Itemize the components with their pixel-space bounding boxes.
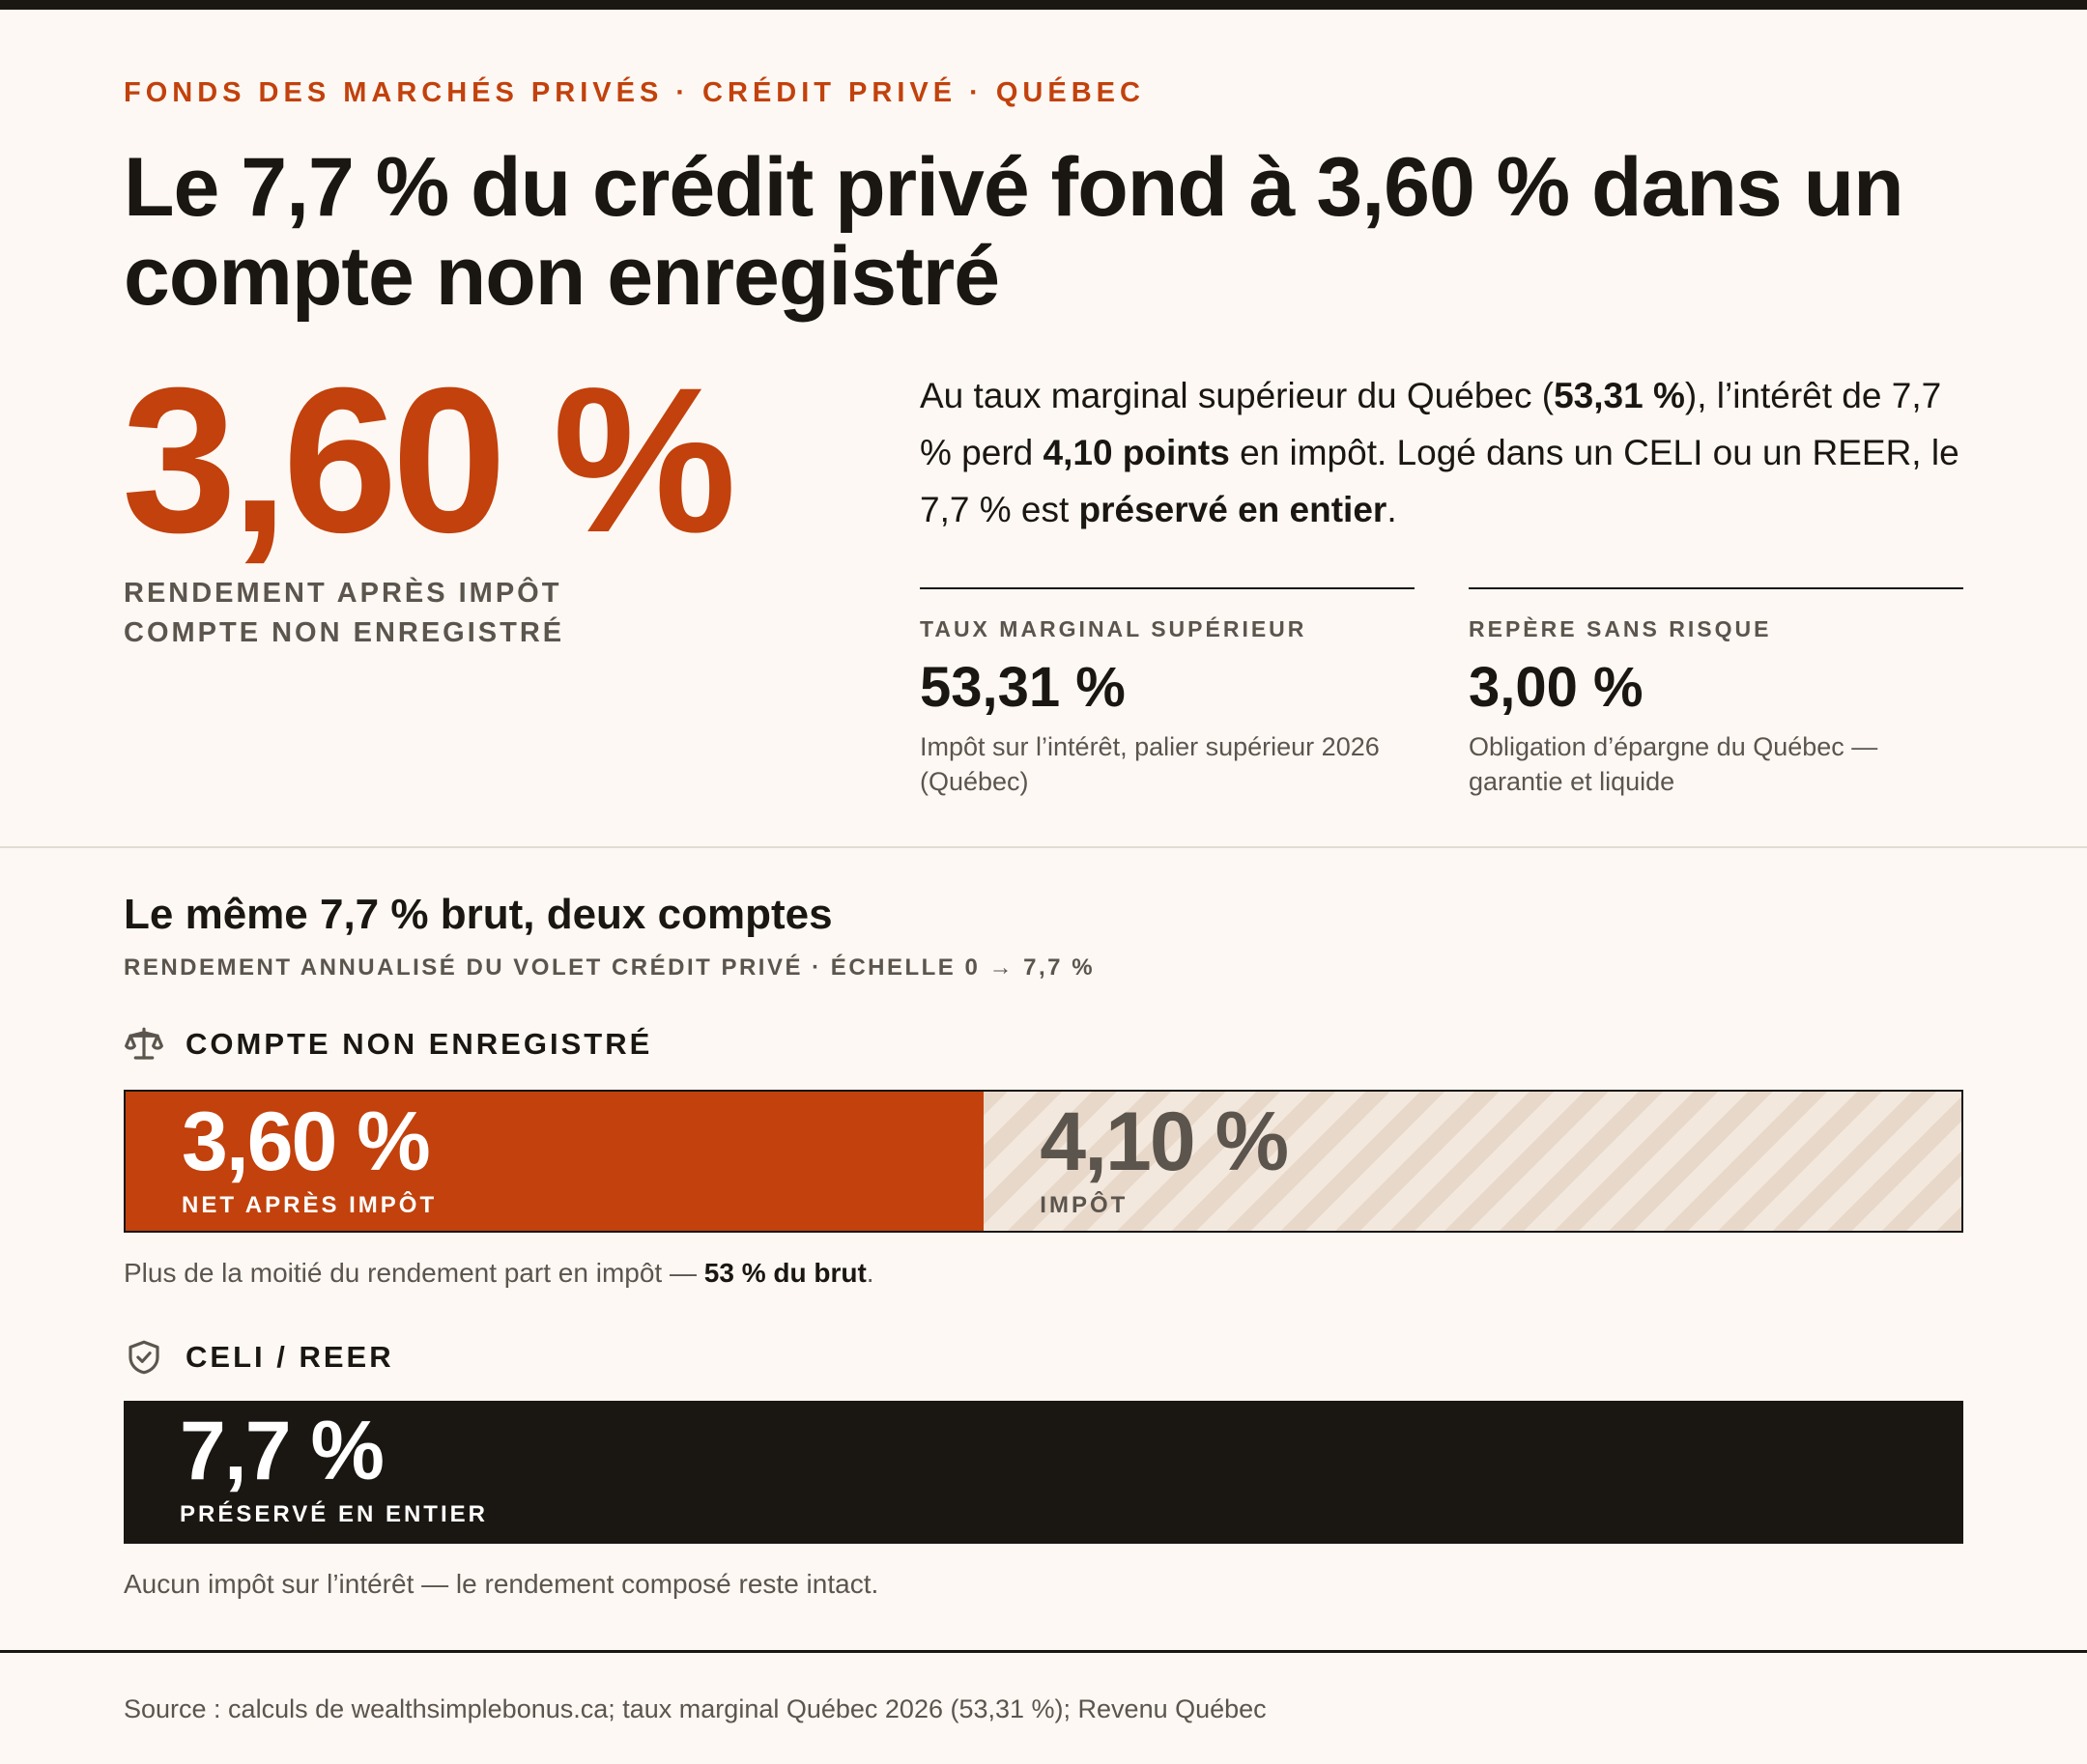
intro-text: Au taux marginal supérieur du Québec (: [920, 376, 1555, 415]
intro-bold-rate: 53,31 %: [1554, 376, 1685, 415]
intro-text: .: [1387, 490, 1397, 529]
top-rule: [0, 0, 2087, 10]
bar-segment-net: 3,60 % NET APRÈS IMPÔT: [126, 1092, 985, 1231]
stat-label: REPÈRE SANS RISQUE: [1469, 616, 1772, 641]
intro-text: ), l’intérêt de 7,7 % perd: [920, 376, 1942, 472]
note-registered: Aucun impôt sur l’intérêt — le rendement…: [124, 1569, 879, 1599]
intro-bold-preserved: préservé en entier: [1078, 490, 1387, 529]
eyebrow: FONDS DES MARCHÉS PRIVÉS · CRÉDIT PRIVÉ …: [124, 77, 1145, 108]
stat-risk-free: REPÈRE SANS RISQUE 3,00 % Obligation d’é…: [1469, 587, 1963, 799]
headline: Le 7,7 % du crédit privé fond à 3,60 % d…: [124, 141, 1904, 323]
bar-label-net-value: 3,60 %: [182, 1095, 431, 1188]
bar-segment-tax: 4,10 % IMPÔT: [984, 1092, 1961, 1231]
stat-desc: Impôt sur l’intérêt, palier supérieur 20…: [920, 732, 1380, 796]
stat-marginal-rate: TAUX MARGINAL SUPÉRIEUR 53,31 % Impôt su…: [920, 587, 1415, 799]
stat-desc: Obligation d’épargne du Québec — garanti…: [1469, 732, 1878, 796]
section-title: Le même 7,7 % brut, deux comptes: [124, 891, 833, 938]
note-bold: 53 % du brut: [703, 1258, 867, 1288]
bar-label-tax-value: 4,10 %: [1040, 1095, 1289, 1188]
note-non-registered: Plus de la moitié du rendement part en i…: [124, 1258, 874, 1289]
scale-icon: [125, 1027, 163, 1060]
account-label-registered: CELI / REER: [124, 1337, 394, 1378]
bar-segment-preserved: 7,7 % PRÉSERVÉ EN ENTIER: [124, 1401, 1963, 1544]
bar-label-preserved-value: 7,7 %: [180, 1405, 385, 1497]
intro-bold-points: 4,10 points: [1043, 433, 1230, 472]
source-note: Source : calculs de wealthsimplebonus.ca…: [124, 1694, 1267, 1723]
note-text: Plus de la moitié du rendement part en i…: [124, 1258, 704, 1288]
note-end: .: [866, 1258, 874, 1288]
hero-caption-line1: RENDEMENT APRÈS IMPÔT: [124, 578, 562, 609]
bar-registered: 7,7 % PRÉSERVÉ EN ENTIER: [124, 1401, 1963, 1544]
bar-label-preserved-caption: PRÉSERVÉ EN ENTIER: [180, 1501, 488, 1527]
section-subtitle: RENDEMENT ANNUALISÉ DU VOLET CRÉDIT PRIV…: [124, 954, 1096, 981]
account-label-text: COMPTE NON ENREGISTRÉ: [186, 1027, 653, 1061]
stat-value: 3,00 %: [1469, 656, 1644, 719]
account-label-non-registered: COMPTE NON ENREGISTRÉ: [124, 1024, 652, 1065]
account-label-text: CELI / REER: [186, 1340, 394, 1374]
bar-label-net-caption: NET APRÈS IMPÔT: [182, 1192, 438, 1218]
stat-label: TAUX MARGINAL SUPÉRIEUR: [920, 616, 1307, 641]
footer-rule: [0, 1650, 2087, 1653]
shield-check-icon: [129, 1340, 159, 1375]
intro-paragraph: Au taux marginal supérieur du Québec (53…: [920, 367, 1973, 538]
bar-label-tax-caption: IMPÔT: [1040, 1192, 1129, 1218]
bar-non-registered: 3,60 % NET APRÈS IMPÔT 4,10 % IMPÔT: [124, 1090, 1963, 1233]
intro-text: en impôt. Logé dans un CELI ou un REER, …: [920, 433, 1959, 529]
section-divider: [0, 846, 2087, 848]
hero-caption: RENDEMENT APRÈS IMPÔT COMPTE NON ENREGIS…: [124, 574, 564, 653]
hero-value: 3,60 %: [122, 345, 736, 576]
stat-value: 53,31 %: [920, 656, 1126, 719]
hero-caption-line2: COMPTE NON ENREGISTRÉ: [124, 617, 565, 648]
